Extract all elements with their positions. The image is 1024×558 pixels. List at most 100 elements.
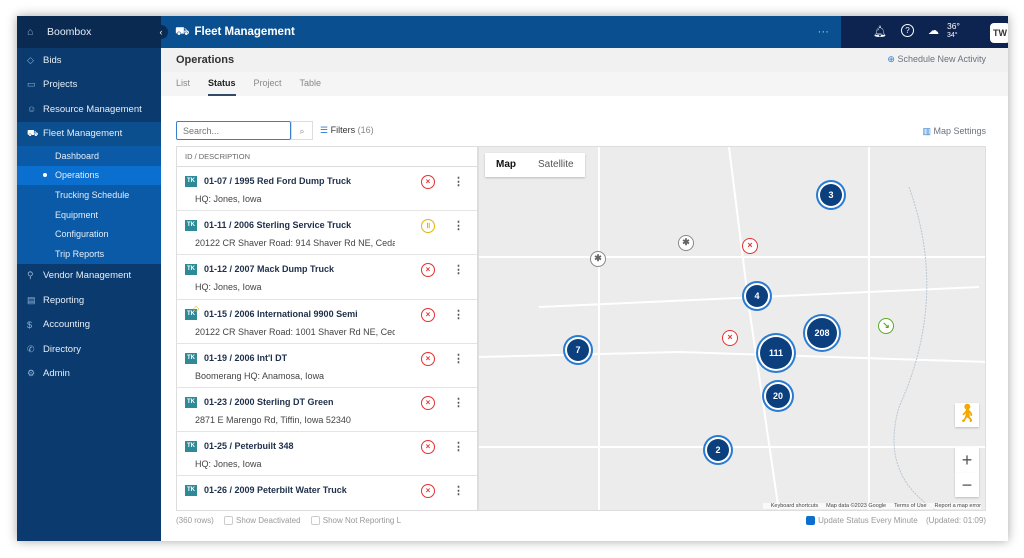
vehicle-title[interactable]: 01-19 / 2006 Int'l DT — [204, 352, 288, 363]
stopped-status-icon: × — [421, 440, 435, 455]
stopped-marker[interactable]: × — [722, 330, 738, 346]
stopped-status-icon: × — [421, 263, 435, 278]
truck-badge: TK — [185, 220, 197, 232]
phone-icon: ✆ — [27, 343, 35, 354]
document-icon: ▤ — [27, 294, 36, 305]
street-view-pegman[interactable]: 🚶︎ — [955, 403, 979, 427]
filters-button[interactable]: ☰ Filters (16) — [320, 125, 374, 135]
submenu-dashboard[interactable]: Dashboard — [55, 150, 100, 161]
service-marker[interactable]: ✱ — [590, 251, 606, 267]
weather-low: 34° — [947, 32, 958, 39]
bell-icon[interactable]: 🔔︎ — [873, 26, 887, 38]
map-settings-button[interactable]: ▥ Map Settings — [922, 126, 986, 136]
stopped-marker[interactable]: × — [742, 238, 758, 254]
submenu-configuration[interactable]: Configuration — [55, 229, 109, 240]
list-item[interactable]: TK 01-26 / 2009 Peterbilt Water Truck × ⋮ — [177, 476, 477, 510]
tab-list[interactable]: List — [176, 78, 191, 88]
more-button[interactable]: ··· — [817, 26, 830, 38]
list-item[interactable]: TK 01-11 / 2006 Sterling Service Truck 201… — [177, 211, 477, 256]
list-item[interactable]: TK 01-19 / 2006 Int'l DT Boomerang HQ: Ana… — [177, 344, 477, 388]
map-roads — [479, 147, 985, 510]
vehicle-title[interactable]: 01-26 / 2009 Peterbilt Water Truck — [204, 485, 347, 496]
home-icon: ⌂ — [27, 26, 34, 38]
zoom-in-button[interactable]: + — [955, 447, 979, 473]
tag-icon: ◇ — [27, 54, 34, 65]
submenu-trip-reports[interactable]: Trip Reports — [55, 248, 105, 259]
list-item[interactable]: TK ◇ 01-15 / 2006 International 9900 Semi 2… — [177, 300, 477, 344]
list-item[interactable]: TK 01-12 / 2007 Mack Dump Truck HQ: Jones,… — [177, 255, 477, 300]
tab-project[interactable]: Project — [253, 78, 282, 88]
footer: (360 rows) Show Deactivated Show Not Rep… — [176, 516, 986, 526]
zoom-out-button[interactable]: − — [955, 473, 979, 497]
sidebar-item-admin[interactable]: ⚙ Admin — [27, 368, 70, 380]
vehicle-list: ID / DESCRIPTION TK 01-07 / 1995 Red Ford… — [176, 146, 478, 511]
search-button[interactable]: ⌕ — [291, 121, 313, 140]
sidebar-item-bids[interactable]: ◇ Bids — [27, 54, 62, 66]
sidebar-item-vendor-management[interactable]: ⚲ Vendor Management — [27, 270, 132, 282]
row-menu-button[interactable]: ⋮ — [453, 308, 464, 321]
map-cluster[interactable]: 111 — [760, 337, 792, 369]
vehicle-title[interactable]: 01-11 / 2006 Sterling Service Truck — [204, 220, 352, 231]
map-cluster[interactable]: 4 — [746, 285, 768, 307]
filter-icon: ☰ — [320, 125, 329, 135]
terms-link[interactable]: Terms of Use — [894, 503, 927, 509]
map-cluster[interactable]: 2 — [707, 439, 729, 461]
submenu-trucking-schedule[interactable]: Trucking Schedule — [55, 189, 130, 200]
row-menu-button[interactable]: ⋮ — [453, 485, 464, 498]
help-icon[interactable]: ? — [901, 24, 914, 37]
update-status-checkbox[interactable] — [806, 516, 816, 526]
map-cluster[interactable]: 3 — [820, 184, 842, 206]
service-marker[interactable]: ✱ — [678, 235, 694, 251]
show-deactivated-checkbox[interactable] — [224, 516, 234, 526]
submenu-operations[interactable]: Operations — [17, 165, 161, 186]
stopped-status-icon: × — [421, 351, 435, 366]
vehicle-location: HQ: Jones, Iowa — [195, 282, 262, 293]
main-content: Operations ⊕ Schedule New Activity List … — [161, 48, 1008, 541]
submenu-equipment[interactable]: Equipment — [55, 209, 99, 220]
map-type-satellite[interactable]: Satellite — [538, 159, 574, 170]
dollar-icon: $ — [27, 319, 33, 330]
row-menu-button[interactable]: ⋮ — [453, 176, 464, 188]
vehicle-title[interactable]: 01-07 / 1995 Red Ford Dump Truck — [204, 176, 352, 186]
sidebar-item-fleet-management[interactable]: ⛟ Fleet Management — [17, 121, 161, 146]
show-not-reporting-checkbox[interactable] — [310, 516, 320, 526]
sidebar-item-projects[interactable]: ▭ Projects — [27, 79, 78, 91]
report-error-link[interactable]: Report a map error — [934, 503, 981, 509]
list-item[interactable]: TK 01-23 / 2000 Sterling DT Green 2871 E M… — [177, 388, 477, 433]
row-menu-button[interactable]: ⋮ — [453, 396, 464, 409]
sidebar-item-directory[interactable]: ✆ Directory — [27, 343, 82, 355]
map-cluster[interactable]: 20 — [766, 384, 790, 408]
map-cluster[interactable]: 7 — [567, 339, 589, 361]
row-menu-button[interactable]: ⋮ — [453, 264, 464, 277]
vehicle-title[interactable]: 01-15 / 2006 International 9900 Semi — [204, 308, 358, 319]
tab-table[interactable]: Table — [299, 78, 322, 88]
warning-icon: ◇ — [193, 303, 200, 313]
search-icon: ⌕ — [299, 126, 305, 136]
row-menu-button[interactable]: ⋮ — [453, 220, 464, 233]
collapse-sidebar-button[interactable]: ‹ — [154, 25, 168, 39]
schedule-new-activity-button[interactable]: ⊕ Schedule New Activity — [887, 54, 986, 64]
map-type-map[interactable]: Map — [496, 159, 516, 170]
avatar[interactable]: TW — [990, 23, 1008, 43]
truck-badge: TK — [185, 485, 197, 497]
sidebar-item-accounting[interactable]: $ Accounting — [27, 319, 91, 331]
search-input[interactable] — [176, 121, 291, 140]
updated-time: (Updated: 01:09) — [925, 516, 986, 525]
moving-marker[interactable]: ↘ — [878, 318, 894, 334]
sidebar-item-reporting[interactable]: ▤ Reporting — [27, 294, 85, 306]
list-item[interactable]: TK 01-07 / 1995 Red Ford Dump Truck HQ: Jo… — [177, 167, 477, 212]
row-menu-button[interactable]: ⋮ — [453, 352, 464, 365]
truck-badge: TK — [185, 264, 197, 276]
map[interactable]: Map Satellite 3 4 208 111 7 20 2 × × ↘ ✱ … — [478, 146, 986, 511]
sidebar-brand[interactable]: ⌂ Boombox — [17, 16, 161, 48]
map-cluster[interactable]: 208 — [807, 318, 837, 348]
keyboard-shortcuts-link[interactable]: Keyboard shortcuts — [770, 503, 819, 509]
row-menu-button[interactable]: ⋮ — [453, 441, 464, 454]
vehicle-title[interactable]: 01-23 / 2000 Sterling DT Green — [204, 396, 334, 407]
vehicle-title[interactable]: 01-25 / Peterbuilt 348 — [204, 441, 294, 452]
sidebar-item-resource-management[interactable]: ☺ Resource Management — [27, 103, 142, 115]
vehicle-title[interactable]: 01-12 / 2007 Mack Dump Truck — [204, 264, 335, 275]
top-bar: ⛟ Fleet Management ··· — [161, 16, 841, 48]
tab-status[interactable]: Status — [208, 72, 236, 96]
list-item[interactable]: TK 01-25 / Peterbuilt 348 HQ: Jones, Iowa ×… — [177, 432, 477, 477]
